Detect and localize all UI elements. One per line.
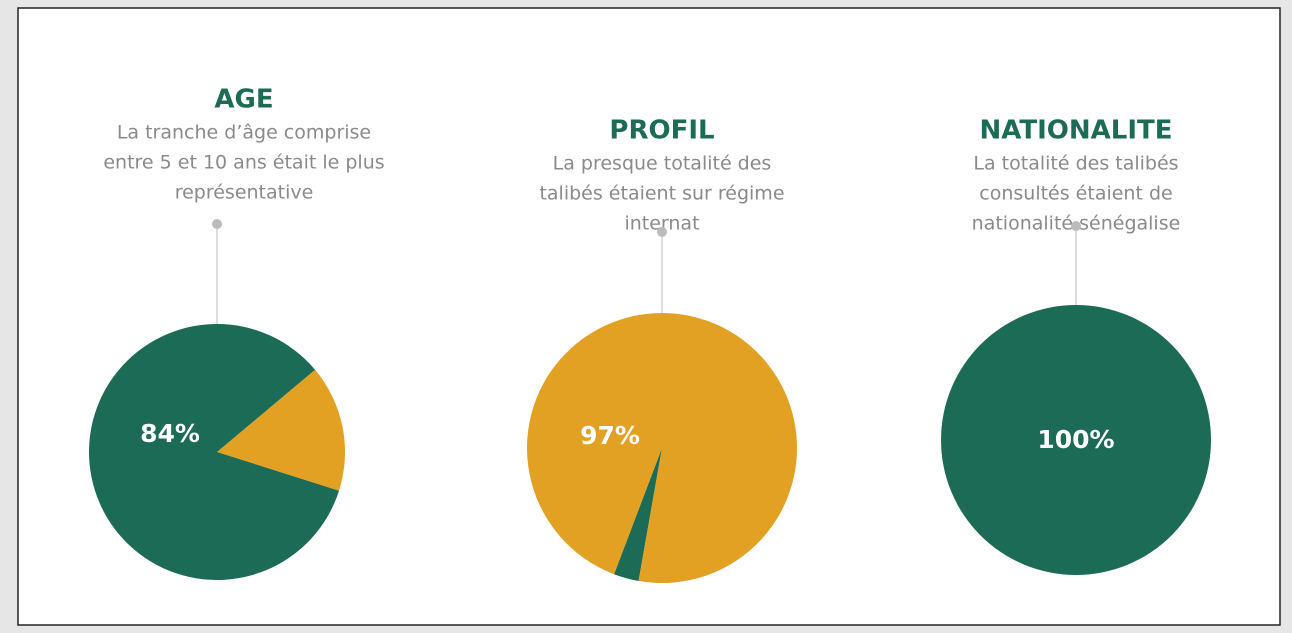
leader-dot bbox=[212, 219, 222, 229]
subtitle-line: La totalité des talibés bbox=[973, 153, 1178, 175]
value-label: 100% bbox=[1037, 425, 1114, 454]
subtitle-line: La presque totalité des bbox=[553, 153, 772, 175]
subtitle-line: La tranche d’âge comprise bbox=[117, 122, 371, 144]
value-label: 84% bbox=[140, 419, 200, 448]
pie-slice bbox=[941, 305, 1211, 575]
subtitle-line: entre 5 et 10 ans était le plus bbox=[103, 152, 384, 174]
pie-slice bbox=[614, 448, 662, 581]
leader-dot bbox=[1071, 221, 1081, 231]
leader-dot bbox=[657, 227, 667, 237]
subtitle-line: représentative bbox=[175, 182, 314, 204]
pie-slice bbox=[88, 324, 340, 580]
chart-title: PROFIL bbox=[609, 116, 714, 146]
chart-title: AGE bbox=[214, 85, 273, 115]
subtitle-line: consultés étaient de bbox=[979, 183, 1172, 205]
pie-slice bbox=[217, 369, 345, 491]
chart-title: NATIONALITE bbox=[980, 116, 1173, 146]
pie-slice bbox=[526, 312, 797, 583]
subtitle-line: talibés étaient sur régime bbox=[539, 183, 784, 205]
value-label: 97% bbox=[580, 421, 640, 450]
subtitle-line: internat bbox=[624, 213, 699, 235]
